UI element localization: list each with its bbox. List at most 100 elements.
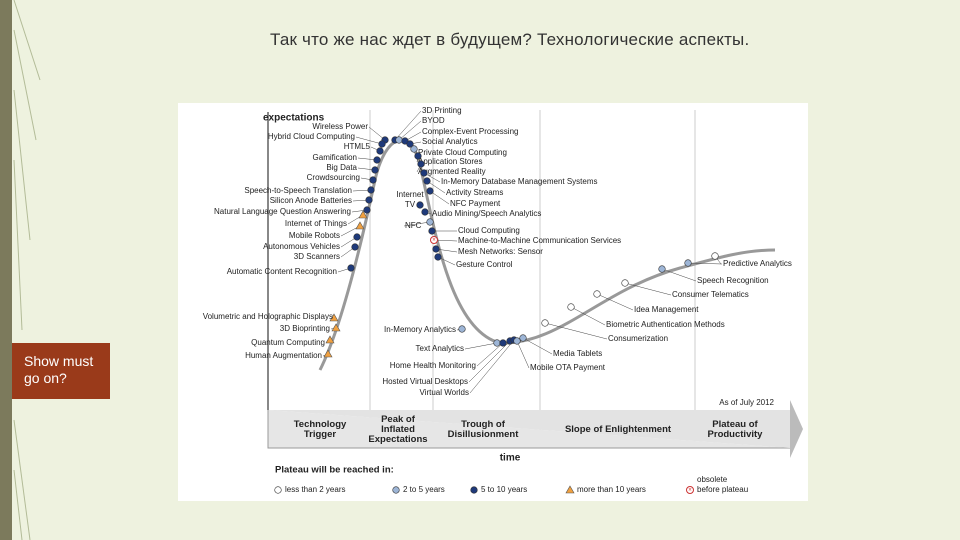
tech-label: Social Analytics (422, 137, 478, 146)
legend-item: 2 to 5 years (403, 485, 445, 494)
marker (711, 252, 719, 260)
marker (432, 245, 440, 253)
tech-label: Application Stores (418, 157, 482, 166)
tech-label: Home Health Monitoring (390, 361, 476, 370)
legend-item-line: 5 to 10 years (481, 485, 527, 494)
marker (274, 486, 282, 494)
phase-label: Slope of Enlightenment (565, 424, 672, 435)
leader (544, 322, 608, 340)
legend-item-line: obsolete (697, 475, 728, 484)
marker (420, 169, 428, 177)
leader (570, 306, 606, 326)
tech-label: NFC (405, 221, 422, 230)
marker (470, 486, 478, 494)
marker (355, 221, 365, 230)
tech-label: In-Memory Database Management Systems (441, 177, 598, 186)
phase-label-line: Inflated (381, 424, 415, 435)
tech-label: Volumetric and Holographic Displays (203, 312, 333, 321)
marker (658, 265, 666, 273)
marker (406, 140, 414, 148)
phase-label: Technology Trigger (294, 419, 347, 440)
tech-label: Text Analytics (416, 344, 464, 353)
marker (323, 349, 333, 358)
marker (499, 339, 507, 347)
marker (621, 279, 629, 287)
legend-item: 5 to 10 years (481, 485, 527, 494)
tech-label: Natural Language Question Answering (214, 207, 351, 216)
marker (373, 156, 381, 164)
legend-item-line: 2 to 5 years (403, 485, 445, 494)
tech-label: Activity Streams (446, 188, 503, 197)
marker (358, 210, 368, 219)
marker (541, 319, 549, 327)
tech-label: Internet of Things (285, 219, 347, 228)
tech-label: Big Data (326, 163, 357, 172)
leader (426, 180, 446, 194)
phase-label: Plateau of Productivity (708, 419, 764, 440)
marker (426, 218, 434, 226)
phase-label-line: Trigger (304, 429, 337, 440)
marker (593, 290, 601, 298)
marker (329, 313, 339, 322)
tech-label: Cloud Computing (458, 226, 520, 235)
marker (519, 334, 527, 342)
marker (363, 206, 371, 214)
hype-curve (318, 138, 776, 371)
marker (395, 136, 403, 144)
marker-x: × (688, 488, 692, 494)
leader (464, 342, 498, 350)
phase-label: Trough of Disillusionment (448, 419, 520, 440)
legend-item-line: less than 2 years (285, 485, 345, 494)
tech-label: Hybrid Cloud Computing (268, 132, 355, 141)
tech-label: Mesh Networks: Sensor (458, 247, 543, 256)
tech-label: Human Augmentation (245, 351, 322, 360)
tech-label: In-Memory Analytics (384, 325, 456, 334)
phase-dividers (369, 110, 696, 448)
tech-label: 3D Scanners (294, 252, 340, 261)
tech-label: Silicon Anode Batteries (270, 196, 352, 205)
leader (522, 337, 553, 355)
tech-label: Autonomous Vehicles (263, 242, 340, 251)
marker (369, 176, 377, 184)
phase-label-line: Trough of (461, 419, 506, 430)
legend-item: obsolete before plateau (697, 475, 748, 494)
tech-label: Quantum Computing (251, 338, 325, 347)
marker (458, 325, 466, 333)
leader (355, 136, 383, 145)
marker (416, 201, 424, 209)
marker (351, 243, 359, 251)
leader (624, 282, 672, 296)
y-axis-label: expectations (263, 113, 325, 124)
legend-title: Plateau will be reached in: (275, 465, 394, 476)
x-axis-label: time (500, 453, 521, 464)
marker (365, 196, 373, 204)
marker (331, 323, 341, 332)
leader (429, 190, 450, 205)
marker (347, 264, 355, 272)
marker (414, 152, 422, 160)
time-arrow (790, 400, 803, 458)
leader (687, 262, 723, 265)
date-note: As of July 2012 (719, 398, 774, 407)
marker (417, 160, 425, 168)
legend-item: more than 10 years (577, 485, 646, 494)
tech-label: HTML5 (344, 142, 371, 151)
phase-label-line: Slope of Enlightenment (565, 424, 672, 435)
tech-label: Private Cloud Computing (418, 148, 507, 157)
marker (410, 145, 418, 153)
marker (684, 259, 692, 267)
tech-label: Mobile Robots (289, 231, 340, 240)
tech-label: Media Tablets (553, 349, 602, 358)
tech-label: Automatic Content Recognition (227, 267, 337, 276)
tech-label: Crowdsourcing (307, 173, 360, 182)
marker (565, 485, 575, 494)
tech-label: 3D Printing (422, 106, 462, 115)
tech-label: Biometric Authentication Methods (606, 320, 725, 329)
marker (567, 303, 575, 311)
tech-label: Speech Recognition (697, 276, 769, 285)
marker (392, 486, 400, 494)
tech-label: Speech-to-Speech Translation (244, 186, 352, 195)
leader (516, 340, 530, 369)
